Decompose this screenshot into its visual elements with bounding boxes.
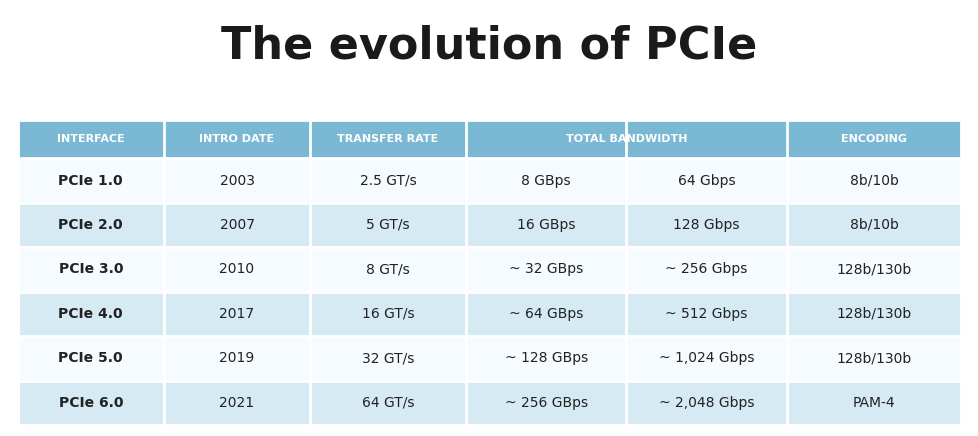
Text: TRANSFER RATE: TRANSFER RATE xyxy=(337,134,438,144)
Text: ~ 32 GBps: ~ 32 GBps xyxy=(509,262,583,276)
Bar xyxy=(18,381,960,425)
Bar xyxy=(18,292,960,336)
Text: ~ 2,048 Gbps: ~ 2,048 Gbps xyxy=(658,396,753,410)
Bar xyxy=(18,336,960,381)
Bar xyxy=(18,158,960,203)
Text: ~ 1,024 Gbps: ~ 1,024 Gbps xyxy=(658,351,753,365)
Text: 8 GT/s: 8 GT/s xyxy=(366,262,410,276)
Text: The evolution of PCIe: The evolution of PCIe xyxy=(221,24,757,67)
Text: 2010: 2010 xyxy=(219,262,254,276)
Text: PCIe 1.0: PCIe 1.0 xyxy=(59,174,123,187)
Text: INTERFACE: INTERFACE xyxy=(57,134,124,144)
Text: 8b/10b: 8b/10b xyxy=(849,218,898,232)
Text: 16 GT/s: 16 GT/s xyxy=(361,307,414,321)
Bar xyxy=(310,120,466,158)
Text: 128b/130b: 128b/130b xyxy=(835,262,911,276)
Text: 2017: 2017 xyxy=(219,307,254,321)
Text: ~ 64 GBps: ~ 64 GBps xyxy=(509,307,583,321)
Text: 128b/130b: 128b/130b xyxy=(835,307,911,321)
Text: 2019: 2019 xyxy=(219,351,254,365)
Text: INTRO DATE: INTRO DATE xyxy=(200,134,274,144)
Text: 2007: 2007 xyxy=(219,218,254,232)
Text: 128b/130b: 128b/130b xyxy=(835,351,911,365)
Bar xyxy=(163,120,310,158)
Text: 128 Gbps: 128 Gbps xyxy=(673,218,739,232)
Text: PCIe 3.0: PCIe 3.0 xyxy=(59,262,123,276)
Text: 8b/10b: 8b/10b xyxy=(849,174,898,187)
Bar xyxy=(786,120,960,158)
Text: 64 Gbps: 64 Gbps xyxy=(677,174,734,187)
Text: 8 GBps: 8 GBps xyxy=(520,174,570,187)
Bar xyxy=(466,120,786,158)
Text: 2.5 GT/s: 2.5 GT/s xyxy=(359,174,416,187)
Text: PCIe 2.0: PCIe 2.0 xyxy=(59,218,123,232)
Text: ~ 128 GBps: ~ 128 GBps xyxy=(504,351,587,365)
Text: 32 GT/s: 32 GT/s xyxy=(362,351,414,365)
Text: PCIe 4.0: PCIe 4.0 xyxy=(59,307,123,321)
Bar xyxy=(18,203,960,247)
Text: 64 GT/s: 64 GT/s xyxy=(362,396,414,410)
Text: 2021: 2021 xyxy=(219,396,254,410)
Text: 16 GBps: 16 GBps xyxy=(516,218,575,232)
Text: 2003: 2003 xyxy=(219,174,254,187)
Text: TOTAL BANDWIDTH: TOTAL BANDWIDTH xyxy=(565,134,687,144)
Text: ~ 256 GBps: ~ 256 GBps xyxy=(504,396,587,410)
Text: PCIe 6.0: PCIe 6.0 xyxy=(59,396,123,410)
Text: ~ 512 Gbps: ~ 512 Gbps xyxy=(665,307,747,321)
Text: PCIe 5.0: PCIe 5.0 xyxy=(59,351,123,365)
Bar xyxy=(18,120,163,158)
Text: ~ 256 Gbps: ~ 256 Gbps xyxy=(665,262,747,276)
Text: ENCODING: ENCODING xyxy=(840,134,907,144)
Text: PAM-4: PAM-4 xyxy=(852,396,895,410)
Text: 5 GT/s: 5 GT/s xyxy=(366,218,410,232)
Bar xyxy=(18,247,960,292)
